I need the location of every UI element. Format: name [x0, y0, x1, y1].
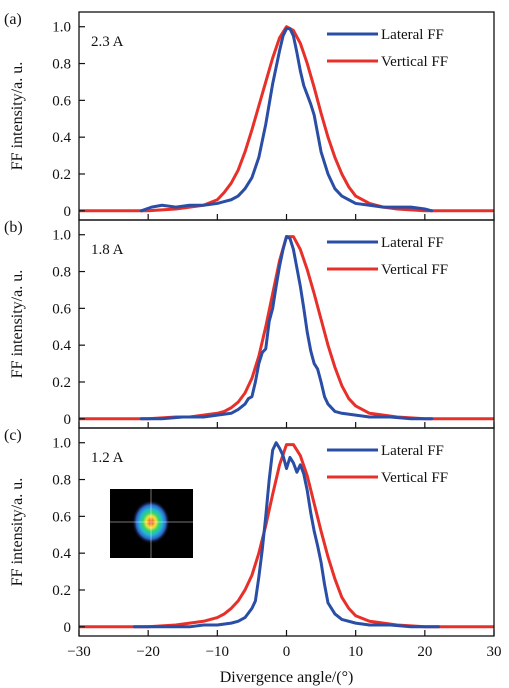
legend: Lateral FF Vertical FF: [327, 27, 448, 70]
legend-label: Vertical FF: [381, 54, 448, 70]
x-tick-label: 10: [348, 644, 363, 660]
y-axis-title: FF intensity/a. u.: [9, 478, 26, 586]
current-annotation: 2.3 A: [91, 34, 124, 50]
y-tick-label: 0.8: [52, 473, 71, 489]
y-tick-label: 0.8: [52, 265, 71, 281]
panel-a: 0 0.2 0.4 0.6 0.8 1.0 (a) 2.3 A FF intensity/a. …: [4, 11, 501, 220]
x-tick-label: −30: [67, 644, 90, 660]
legend-label: Lateral FF: [381, 235, 444, 251]
panel-label: (a): [4, 11, 22, 28]
current-annotation: 1.8 A: [91, 242, 124, 258]
y-axis-title: FF intensity/a. u.: [9, 62, 26, 170]
legend-label: Vertical FF: [381, 470, 448, 486]
plot-frame: [79, 12, 494, 220]
legend: Lateral FF Vertical FF: [327, 443, 448, 486]
x-tick-label: 20: [417, 644, 432, 660]
y-tick-label: 1.0: [52, 436, 71, 452]
legend-label: Lateral FF: [381, 27, 444, 43]
y-tick-label: 0.2: [52, 583, 71, 599]
legend-label: Vertical FF: [381, 262, 448, 278]
y-tick-label: 0: [64, 204, 72, 220]
x-tick-label: 0: [283, 644, 291, 660]
x-axis-title: Divergence angle/(°): [220, 669, 354, 686]
y-tick-label: 0.4: [52, 546, 71, 562]
panel-label: (b): [4, 219, 23, 236]
plot-frame: [79, 220, 494, 428]
y-tick-label: 0.6: [52, 93, 71, 109]
x-tick-label: 30: [487, 644, 502, 660]
y-tick-label: 0: [64, 620, 72, 636]
legend: Lateral FF Vertical FF: [327, 235, 448, 278]
panel-c: 0 0.2 0.4 0.6 0.8 1.0 −30 −20 −10 0 10 20 30 (c) 1.2 A…: [4, 427, 502, 660]
panel-b: 0 0.2 0.4 0.6 0.8 1.0 (b) 1.8 A FF intensity/a. …: [4, 219, 501, 428]
y-tick-label: 1.0: [52, 20, 71, 36]
current-annotation: 1.2 A: [91, 450, 124, 466]
x-tick-label: −20: [136, 644, 159, 660]
y-tick-label: 0.6: [52, 301, 71, 317]
y-tick-label: 0.8: [52, 57, 71, 73]
y-tick-label: 0.2: [52, 375, 71, 391]
y-tick-label: 0.4: [52, 130, 71, 146]
y-tick-label: 0.6: [52, 509, 71, 525]
legend-label: Lateral FF: [381, 443, 444, 459]
y-tick-label: 0.2: [52, 167, 71, 183]
y-tick-label: 0: [64, 412, 72, 428]
y-tick-label: 0.4: [52, 338, 71, 354]
y-axis-title: FF intensity/a. u.: [9, 270, 26, 378]
far-field-spot-inset: [110, 489, 193, 558]
panel-label: (c): [4, 427, 22, 444]
x-tick-label: −10: [206, 644, 229, 660]
y-tick-label: 1.0: [52, 228, 71, 244]
